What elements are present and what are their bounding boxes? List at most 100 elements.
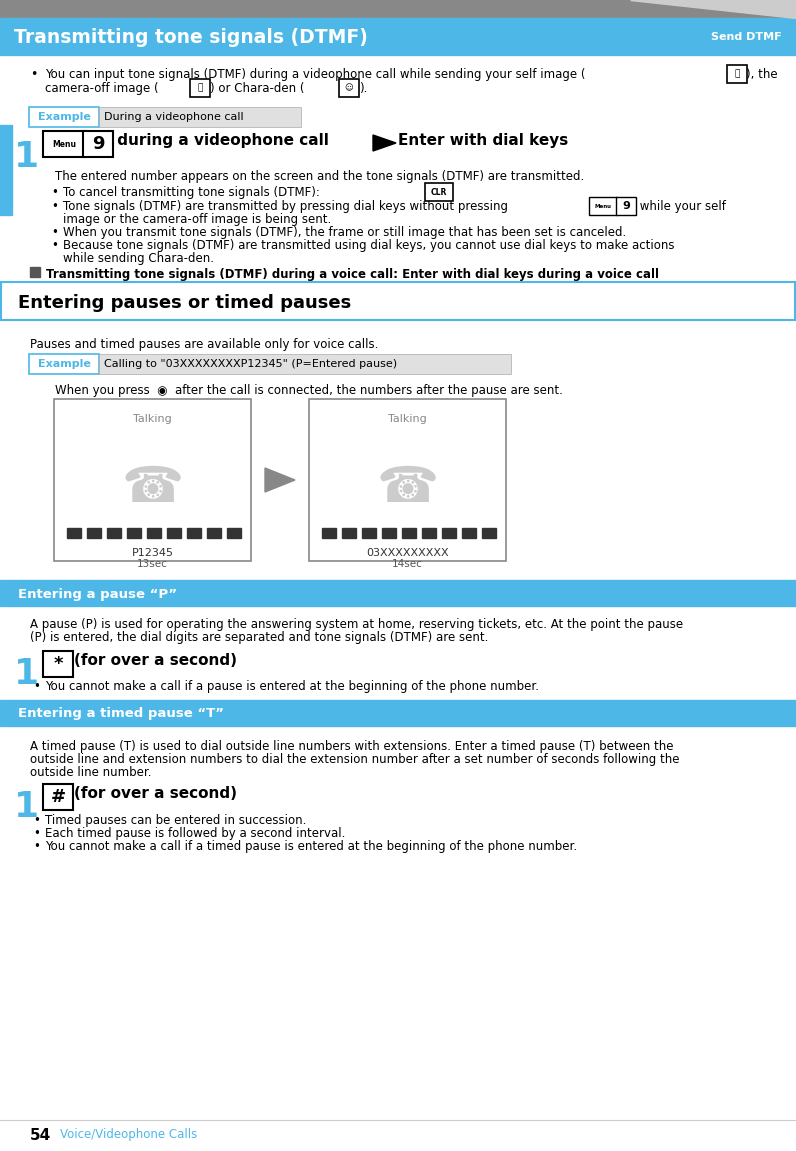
Text: Talking: Talking	[133, 414, 172, 424]
Text: Send DTMF: Send DTMF	[712, 32, 782, 41]
Text: Enter with dial keys: Enter with dial keys	[398, 134, 568, 148]
Text: 1: 1	[14, 140, 39, 174]
Text: Talking: Talking	[388, 414, 427, 424]
Text: image or the camera-off image is being sent.: image or the camera-off image is being s…	[63, 213, 331, 226]
FancyBboxPatch shape	[43, 651, 73, 677]
Text: ), the: ), the	[746, 68, 778, 81]
Text: Timed pauses can be entered in succession.: Timed pauses can be entered in successio…	[45, 814, 306, 828]
FancyBboxPatch shape	[99, 355, 511, 374]
Bar	[87, 528, 101, 538]
Text: Each timed pause is followed by a second interval.: Each timed pause is followed by a second…	[45, 828, 345, 840]
Text: 1: 1	[14, 790, 39, 824]
Bar	[0, 580, 796, 605]
Polygon shape	[630, 0, 796, 18]
Text: A pause (P) is used for operating the answering system at home, reserving ticket: A pause (P) is used for operating the an…	[30, 618, 683, 631]
Text: ).: ).	[359, 82, 368, 96]
Bar	[0, 125, 12, 215]
FancyBboxPatch shape	[727, 64, 747, 83]
FancyBboxPatch shape	[339, 79, 359, 97]
Text: ☎: ☎	[377, 464, 439, 512]
FancyBboxPatch shape	[83, 131, 113, 157]
Text: 14sec: 14sec	[392, 559, 423, 569]
Text: You cannot make a call if a timed pause is entered at the beginning of the phone: You cannot make a call if a timed pause …	[45, 840, 577, 853]
Bar	[422, 528, 436, 538]
Text: To cancel transmitting tone signals (DTMF):: To cancel transmitting tone signals (DTM…	[63, 186, 320, 199]
Text: •: •	[33, 680, 40, 693]
FancyBboxPatch shape	[616, 197, 636, 215]
Text: 1: 1	[14, 657, 39, 691]
Text: 13sec: 13sec	[137, 559, 168, 569]
Bar	[0, 0, 796, 18]
FancyBboxPatch shape	[43, 784, 73, 810]
Text: Transmitting tone signals (DTMF) during a voice call: Enter with dial keys durin: Transmitting tone signals (DTMF) during …	[46, 268, 659, 281]
Bar	[442, 528, 456, 538]
Text: Pauses and timed pauses are available only for voice calls.: Pauses and timed pauses are available on…	[30, 338, 378, 351]
Text: •: •	[51, 239, 58, 252]
FancyBboxPatch shape	[309, 399, 506, 561]
FancyBboxPatch shape	[29, 107, 99, 127]
Bar	[227, 528, 241, 538]
Text: When you transmit tone signals (DTMF), the frame or still image that has been se: When you transmit tone signals (DTMF), t…	[63, 226, 626, 239]
Bar	[207, 528, 221, 538]
Polygon shape	[373, 135, 396, 151]
Text: #: #	[50, 788, 65, 806]
Bar	[0, 700, 796, 726]
Text: 03XXXXXXXXX: 03XXXXXXXXX	[366, 548, 449, 558]
FancyBboxPatch shape	[1, 282, 795, 320]
Text: You cannot make a call if a pause is entered at the beginning of the phone numbe: You cannot make a call if a pause is ent…	[45, 680, 539, 693]
FancyBboxPatch shape	[425, 183, 453, 201]
Text: Entering pauses or timed pauses: Entering pauses or timed pauses	[18, 294, 351, 312]
Text: camera-off image (: camera-off image (	[45, 82, 158, 96]
Text: P12345: P12345	[131, 548, 174, 558]
Bar	[362, 528, 376, 538]
Text: ⎕: ⎕	[197, 84, 203, 92]
FancyBboxPatch shape	[99, 107, 301, 127]
Text: (for over a second): (for over a second)	[74, 653, 237, 668]
Polygon shape	[265, 468, 295, 491]
Text: CLR: CLR	[431, 188, 447, 197]
Text: You can input tone signals (DTMF) during a videophone call while sending your se: You can input tone signals (DTMF) during…	[45, 68, 586, 81]
Text: while your self: while your self	[636, 200, 726, 213]
Bar	[67, 528, 81, 538]
Text: •: •	[33, 814, 40, 828]
Text: During a videophone call: During a videophone call	[104, 112, 244, 122]
Text: •: •	[30, 68, 37, 81]
Bar	[187, 528, 201, 538]
Bar	[402, 528, 416, 538]
Text: Because tone signals (DTMF) are transmitted using dial keys, you cannot use dial: Because tone signals (DTMF) are transmit…	[63, 239, 674, 252]
Bar	[462, 528, 476, 538]
FancyBboxPatch shape	[190, 79, 210, 97]
Bar	[127, 528, 141, 538]
Text: ☎: ☎	[121, 464, 184, 512]
Bar	[0, 18, 796, 55]
FancyBboxPatch shape	[29, 355, 99, 374]
Text: Example: Example	[37, 112, 91, 122]
Text: •: •	[33, 828, 40, 840]
Text: Menu: Menu	[52, 139, 76, 148]
Bar	[322, 528, 336, 538]
Text: 9: 9	[622, 201, 630, 211]
Text: Entering a timed pause “T”: Entering a timed pause “T”	[18, 708, 224, 721]
Text: •: •	[51, 200, 58, 213]
Text: Transmitting tone signals (DTMF): Transmitting tone signals (DTMF)	[14, 28, 368, 46]
Text: during a videophone call: during a videophone call	[112, 134, 334, 148]
Text: Calling to "03XXXXXXXXP12345" (P=Entered pause): Calling to "03XXXXXXXXP12345" (P=Entered…	[104, 359, 397, 369]
Text: •: •	[51, 226, 58, 239]
Bar	[482, 528, 496, 538]
Bar	[30, 267, 40, 277]
Text: ☺: ☺	[345, 84, 353, 92]
FancyBboxPatch shape	[589, 197, 617, 215]
Bar	[107, 528, 121, 538]
Text: Voice/Videophone Calls: Voice/Videophone Calls	[60, 1128, 197, 1141]
FancyBboxPatch shape	[54, 399, 251, 561]
Text: ⎙: ⎙	[735, 69, 739, 78]
Text: (for over a second): (for over a second)	[74, 786, 237, 801]
Text: A timed pause (T) is used to dial outside line numbers with extensions. Enter a : A timed pause (T) is used to dial outsid…	[30, 740, 673, 753]
Text: When you press  ◉  after the call is connected, the numbers after the pause are : When you press ◉ after the call is conne…	[55, 384, 563, 397]
Text: Menu: Menu	[595, 204, 611, 208]
Text: outside line number.: outside line number.	[30, 767, 151, 779]
Text: Example: Example	[37, 359, 91, 369]
Text: ) or Chara-den (: ) or Chara-den (	[210, 82, 305, 96]
Text: while sending Chara-den.: while sending Chara-den.	[63, 252, 214, 265]
Text: •: •	[33, 840, 40, 853]
